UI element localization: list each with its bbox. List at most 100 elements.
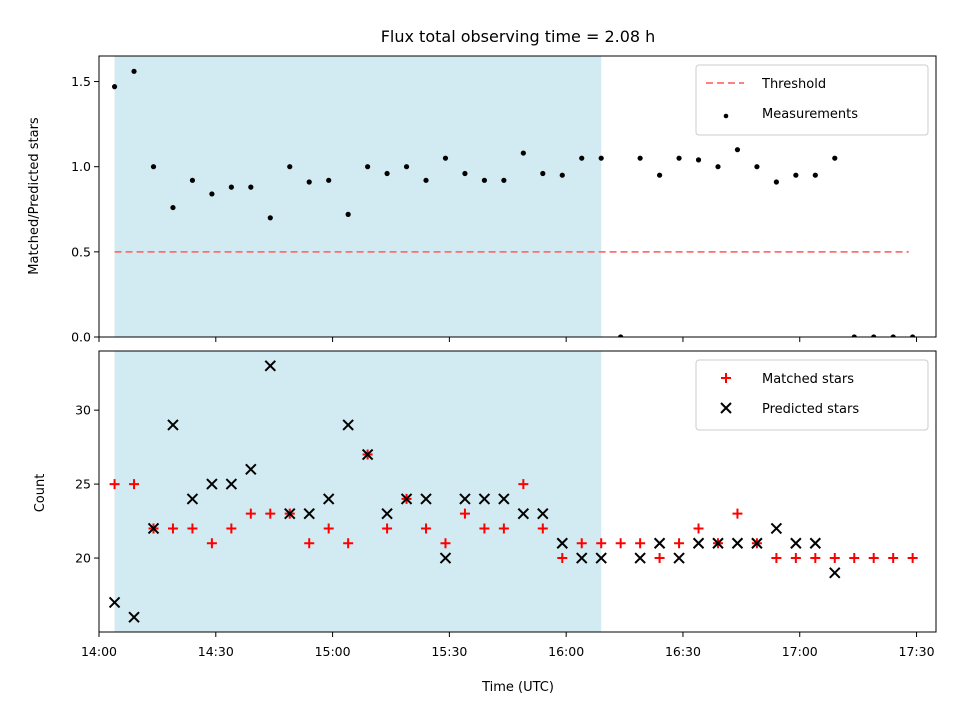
- shaded-region: [114, 351, 602, 632]
- measurement-point: [189, 177, 196, 183]
- matched-stars-point: [129, 479, 140, 490]
- measurement-point: [520, 150, 526, 156]
- matched-stars-point: [265, 508, 276, 519]
- measurement-point: [637, 155, 643, 161]
- shaded-region: [114, 56, 602, 337]
- legend-matched-swatch: [721, 373, 731, 383]
- matched-stars-point: [304, 538, 315, 549]
- measurement-point: [618, 334, 624, 337]
- predicted-stars-point: [439, 552, 452, 564]
- predicted-stars-point: [498, 493, 510, 505]
- predicted-stars-point: [692, 537, 705, 549]
- measurement-point: [111, 84, 118, 90]
- measurement-point: [851, 334, 857, 337]
- matched-stars-point: [557, 553, 568, 564]
- matched-stars-point: [674, 538, 685, 549]
- predicted-stars-point: [206, 478, 218, 490]
- matched-stars-point: [635, 538, 646, 549]
- matched-stars-point: [596, 538, 607, 549]
- matched-stars-point: [810, 553, 821, 564]
- panel-frame: [98, 350, 937, 633]
- predicted-stars-point: [420, 493, 432, 505]
- plot-area: [108, 360, 918, 623]
- x-tick-label: 14:00: [81, 644, 117, 659]
- measurement-point: [442, 155, 449, 161]
- measurement-point: [326, 177, 332, 183]
- measurement-point: [267, 215, 273, 221]
- predicted-stars-point: [790, 537, 802, 549]
- measurement-point: [773, 179, 779, 185]
- measurement-point: [423, 177, 429, 183]
- matched-stars-point: [576, 538, 587, 549]
- matched-stars-point: [849, 553, 860, 564]
- x-axis-label: Time (UTC): [481, 680, 554, 695]
- x-tick-label: 16:00: [548, 644, 584, 659]
- measurement-point: [598, 155, 604, 161]
- predicted-stars-point: [478, 493, 491, 505]
- predicted-stars-point: [225, 478, 238, 490]
- matched-stars-point: [518, 479, 529, 490]
- measurement-point: [832, 155, 838, 161]
- measurement-point: [579, 155, 585, 161]
- predicted-stars-point: [712, 537, 724, 549]
- predicted-stars-point: [186, 493, 199, 505]
- predicted-stars-point: [770, 522, 783, 535]
- predicted-stars-point: [361, 448, 374, 461]
- predicted-stars-point: [303, 507, 315, 520]
- x-tick-label: 14:30: [198, 644, 234, 659]
- predicted-stars-point: [400, 493, 413, 505]
- measurement-point: [131, 68, 137, 74]
- top-y-axis-label: Matched/Predicted stars: [27, 117, 42, 275]
- predicted-stars-point: [537, 507, 549, 520]
- measurement-point: [345, 211, 351, 217]
- predicted-stars-point: [108, 596, 121, 609]
- matched-stars-point: [109, 479, 120, 490]
- y-tick-label: 30: [75, 403, 91, 418]
- y-tick-label: 25: [75, 477, 91, 492]
- measurement-point: [715, 164, 721, 170]
- panel-frame: [98, 55, 937, 338]
- predicted-stars-point: [264, 360, 277, 372]
- matched-stars-point: [167, 523, 178, 534]
- predicted-stars-point: [556, 537, 568, 549]
- x-tick-label: 15:00: [315, 644, 351, 659]
- legend-label: Threshold: [761, 77, 826, 92]
- legend-label: Measurements: [762, 107, 858, 122]
- measurement-point: [695, 157, 702, 163]
- predicted-stars-point: [576, 552, 588, 564]
- matched-stars-point: [440, 538, 451, 549]
- measurement-point: [734, 147, 741, 153]
- legend-measurements-swatch: [723, 113, 729, 119]
- matched-stars-point: [790, 553, 801, 564]
- matched-stars-point: [771, 553, 782, 564]
- legend-label: Predicted stars: [762, 402, 859, 417]
- matched-stars-point: [206, 538, 217, 549]
- predicted-stars-point: [517, 507, 530, 520]
- predicted-stars-point: [829, 567, 841, 579]
- measurement-point: [287, 164, 293, 170]
- measurement-point: [812, 172, 818, 178]
- matched-stars-point: [479, 523, 490, 534]
- predicted-stars-point: [634, 552, 646, 564]
- predicted-stars-point: [128, 611, 140, 623]
- matched-stars-point: [868, 553, 879, 564]
- measurement-point: [209, 191, 215, 197]
- measurement-point: [890, 334, 896, 337]
- measurement-point: [462, 170, 468, 177]
- matched-stars-point: [459, 508, 470, 519]
- measurement-point: [248, 184, 254, 190]
- matched-stars-point: [888, 553, 899, 564]
- matched-stars-point: [732, 508, 743, 519]
- measurement-point: [481, 177, 488, 183]
- measurement-point: [793, 172, 799, 178]
- bottom-y-axis-label: Count: [33, 474, 48, 513]
- legend: Matched stars Predicted stars: [695, 359, 929, 431]
- matched-stars-point: [537, 523, 548, 534]
- matched-stars-point: [421, 523, 432, 534]
- predicted-stars-point: [284, 507, 296, 520]
- matched-stars-point: [323, 523, 334, 534]
- chart-title: Flux total observing time = 2.08 h: [381, 27, 656, 46]
- matched-stars-point: [226, 523, 237, 534]
- legend-box: [695, 64, 929, 136]
